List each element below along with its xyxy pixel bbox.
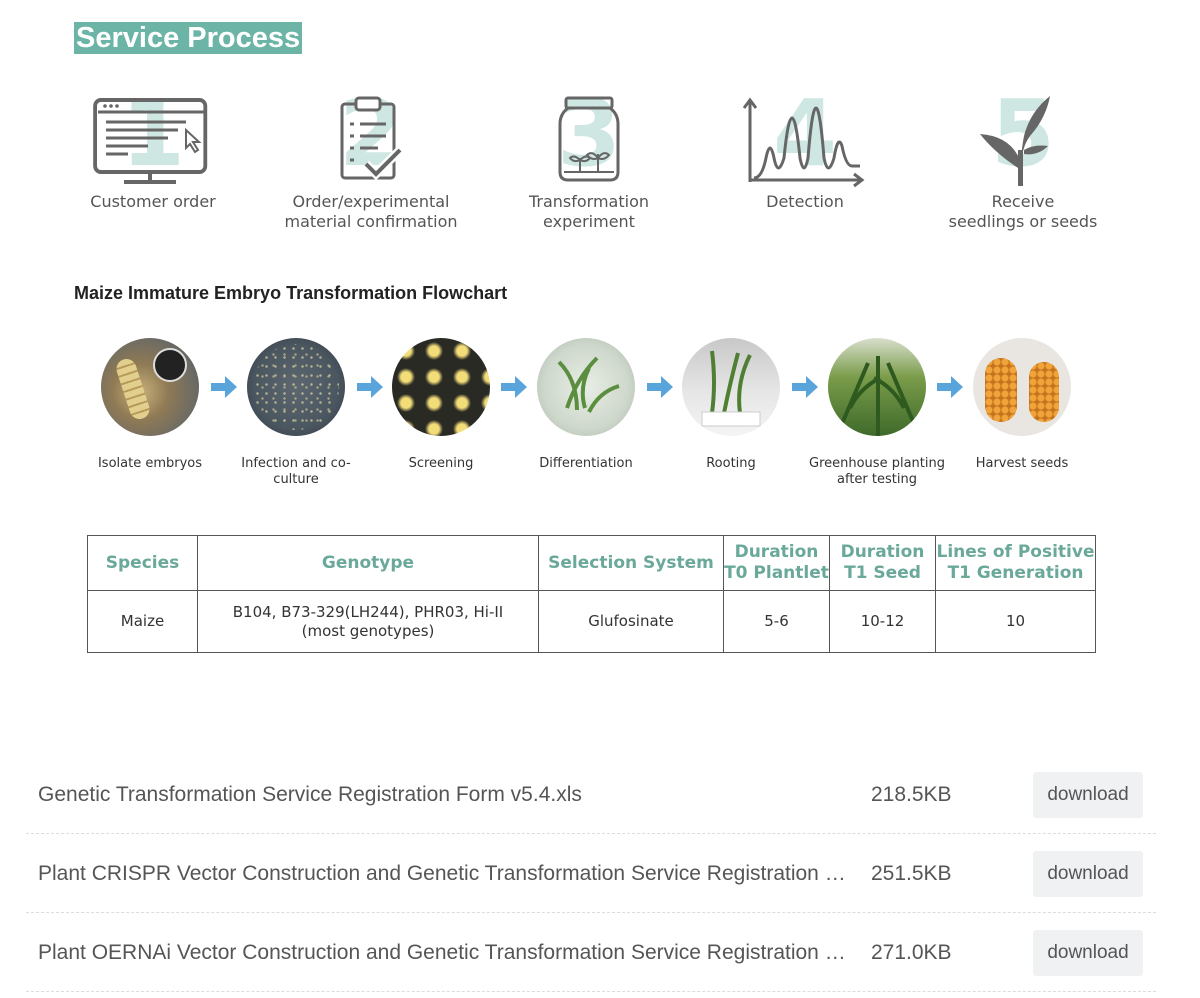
step-detection: 4 Detection [695,84,915,212]
monitor-icon [93,98,208,184]
file-size: 251.5KB [871,862,952,885]
download-button[interactable]: download [1033,851,1143,897]
flow-stage-label: Differentiation [539,456,633,471]
step-label: Receive seedlings or seeds [948,192,1098,231]
file-name[interactable]: Plant OERNAi Vector Construction and Gen… [38,941,850,964]
flow-stage-infection: Infection and co-culture [221,338,371,488]
file-name[interactable]: Genetic Transformation Service Registrat… [38,783,582,806]
arrow-right-icon [211,376,237,398]
rooting-photo [682,338,780,436]
flow-stage-differentiation: Differentiation [511,338,661,472]
peaks-graph-icon [742,97,865,188]
arrow-right-icon [501,376,527,398]
column-header: Genotype [197,535,539,591]
infection-coculture-photo [247,338,345,436]
column-header: Selection System [538,535,724,591]
arrow-right-icon [357,376,383,398]
flow-stage-isolate-embryos: Isolate embryos [75,338,225,472]
flow-stage-label: Isolate embryos [97,456,203,471]
table-cell: Maize [87,590,198,653]
greenhouse-photo [828,338,926,436]
step-label: Order/experimental material confirmation [284,192,458,231]
table-row: Maize B104, B73-329(LH244), PHR03, Hi-II… [87,590,1096,653]
step-receive-seedlings: 5 Receive seedlings or seeds [913,84,1133,232]
page-title: Service Process [74,22,303,54]
flow-stage-rooting: Rooting [656,338,806,472]
differentiation-photo [537,338,635,436]
service-info-table: Species Genotype Selection System Durati… [87,535,1096,653]
harvest-seeds-photo [973,338,1071,436]
flow-stage-greenhouse: Greenhouse planting after testing [802,338,952,488]
flow-stage-harvest: Harvest seeds [947,338,1097,472]
column-header: Lines of Positive T1 Generation [935,535,1096,591]
file-name[interactable]: Plant CRISPR Vector Construction and Gen… [38,862,850,885]
arrow-right-icon [792,376,818,398]
step-label: Detection [766,192,844,211]
step-label: Customer order [90,192,216,211]
table-header-row: Species Genotype Selection System Durati… [87,535,1096,591]
flow-stage-label: Screening [408,456,474,471]
step-transformation-experiment: 3 Transformation experiment [479,84,699,232]
step-label: Transformation experiment [528,192,650,231]
service-process-steps: 1 Customer order 2 [43,84,1163,250]
column-header: Duration T0 Plantlet [723,535,830,591]
flow-stage-label: after testing [837,472,917,487]
flowchart: Isolate embryos Infection and co-culture… [95,338,1085,488]
flow-stage-label: Greenhouse planting [809,456,945,471]
arrow-right-icon [937,376,963,398]
jar-seedling-icon [558,96,620,182]
download-button[interactable]: download [1033,772,1143,818]
plant-icon [980,96,1050,186]
column-header: Species [87,535,198,591]
step-number: 3 [556,80,622,187]
isolate-embryos-photo [101,338,199,436]
arrow-right-icon [647,376,673,398]
list-item: Plant CRISPR Vector Construction and Gen… [26,834,1156,913]
clipboard-check-icon [340,96,404,181]
file-size: 271.0KB [871,941,952,964]
screening-photo [392,338,490,436]
table-cell: B104, B73-329(LH244), PHR03, Hi-II (most … [197,590,539,653]
file-size: 218.5KB [871,783,952,806]
table-cell: 5-6 [723,590,830,653]
flow-stage-label: Infection and co-culture [241,456,351,487]
list-item: Genetic Transformation Service Registrat… [26,755,1156,834]
column-header: Duration T1 Seed [829,535,936,591]
list-item: Plant OERNAi Vector Construction and Gen… [26,913,1156,992]
download-list: Genetic Transformation Service Registrat… [26,755,1156,992]
download-button[interactable]: download [1033,930,1143,976]
flow-stage-label: Rooting [706,456,756,471]
flow-stage-label: Harvest seeds [975,456,1069,471]
table-cell: 10-12 [829,590,936,653]
flowchart-title: Maize Immature Embryo Transformation Flo… [74,283,508,303]
table-cell: Glufosinate [538,590,724,653]
table-cell: 10 [935,590,1096,653]
flow-stage-screening: Screening [366,338,516,472]
step-customer-order: 1 Customer order [43,84,263,212]
step-order-confirmation: 2 Order/experimental material confirmati… [261,84,481,232]
